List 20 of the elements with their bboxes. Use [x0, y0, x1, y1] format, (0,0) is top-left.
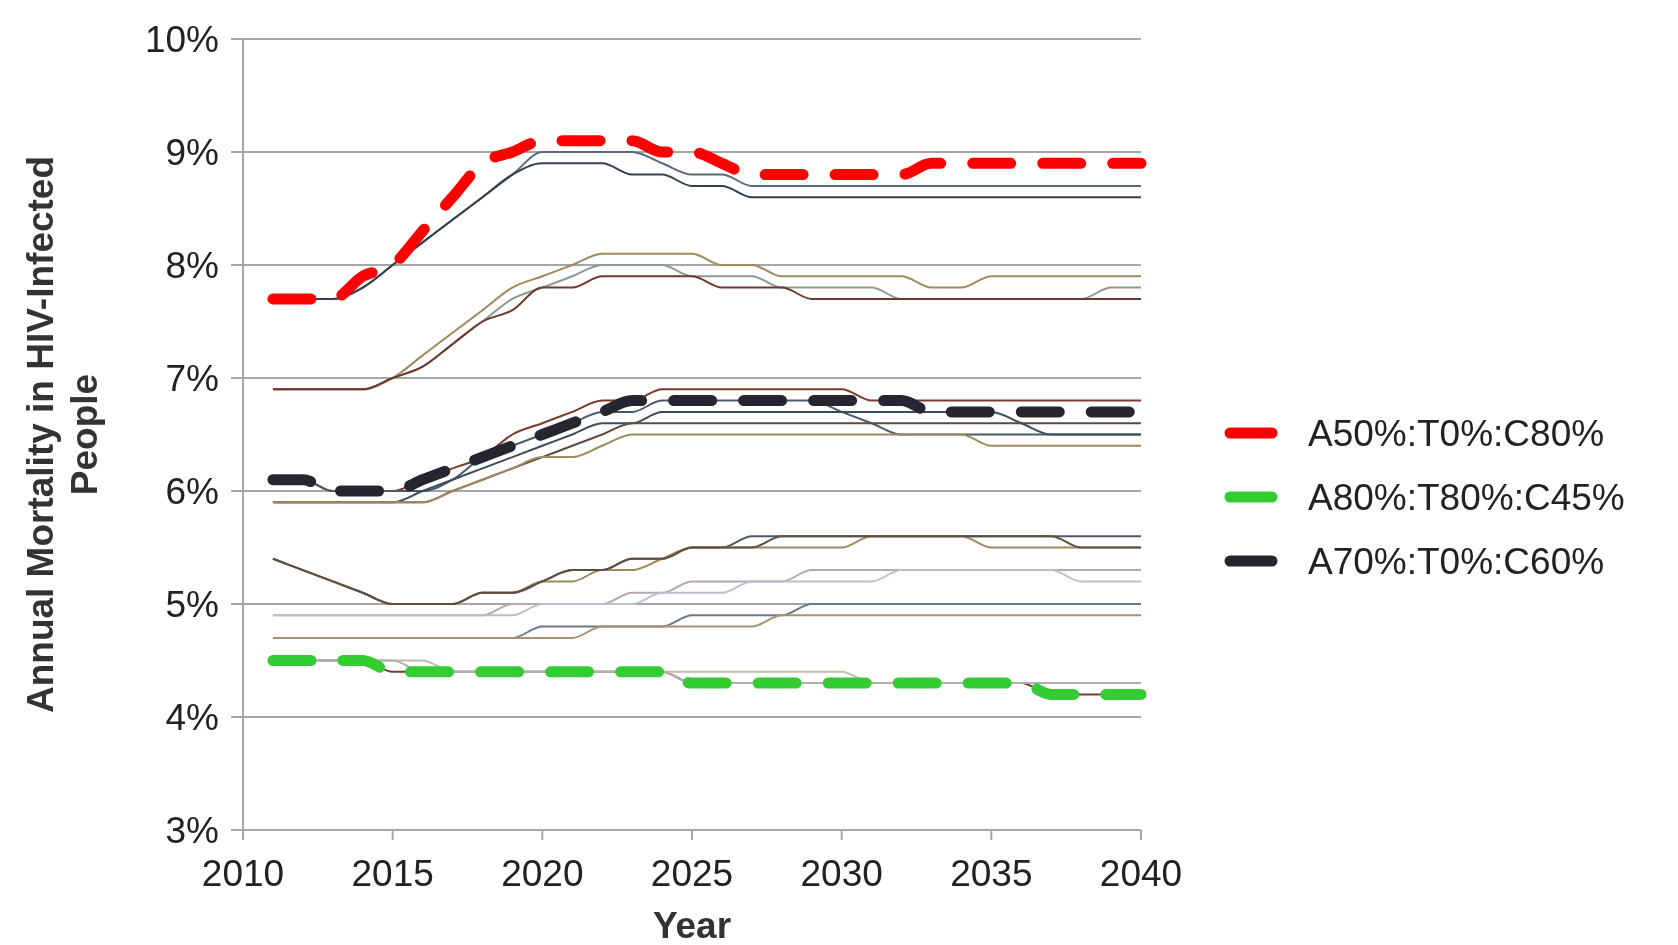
y-axis-title: Annual Mortality in HIV-Infected People	[20, 155, 105, 714]
x-tick-label: 2040	[1099, 853, 1183, 894]
y-tick-label: 4%	[165, 696, 219, 738]
y-tick-label: 7%	[165, 357, 219, 399]
x-tick-label: 2025	[650, 853, 734, 894]
legend-label: A50%:T0%:C80%	[1308, 412, 1605, 454]
x-tick-label: 2020	[501, 853, 584, 894]
legend-label: A70%:T0%:C60%	[1308, 540, 1605, 582]
y-tick-label: 5%	[165, 583, 219, 625]
y-tick-label: 9%	[165, 131, 219, 173]
x-tick-label: 2030	[800, 853, 883, 894]
y-tick-label: 3%	[165, 809, 219, 851]
y-tick-label: 10%	[144, 18, 219, 60]
x-tick-label: 2015	[351, 853, 434, 894]
legend-label: A80%:T80%:C45%	[1308, 476, 1625, 518]
x-axis-title: Year	[652, 905, 732, 945]
y-tick-label: 6%	[165, 470, 219, 512]
y-tick-label: 8%	[165, 244, 219, 286]
x-tick-label: 2035	[950, 853, 1033, 894]
x-tick-label: 2010	[201, 853, 285, 894]
